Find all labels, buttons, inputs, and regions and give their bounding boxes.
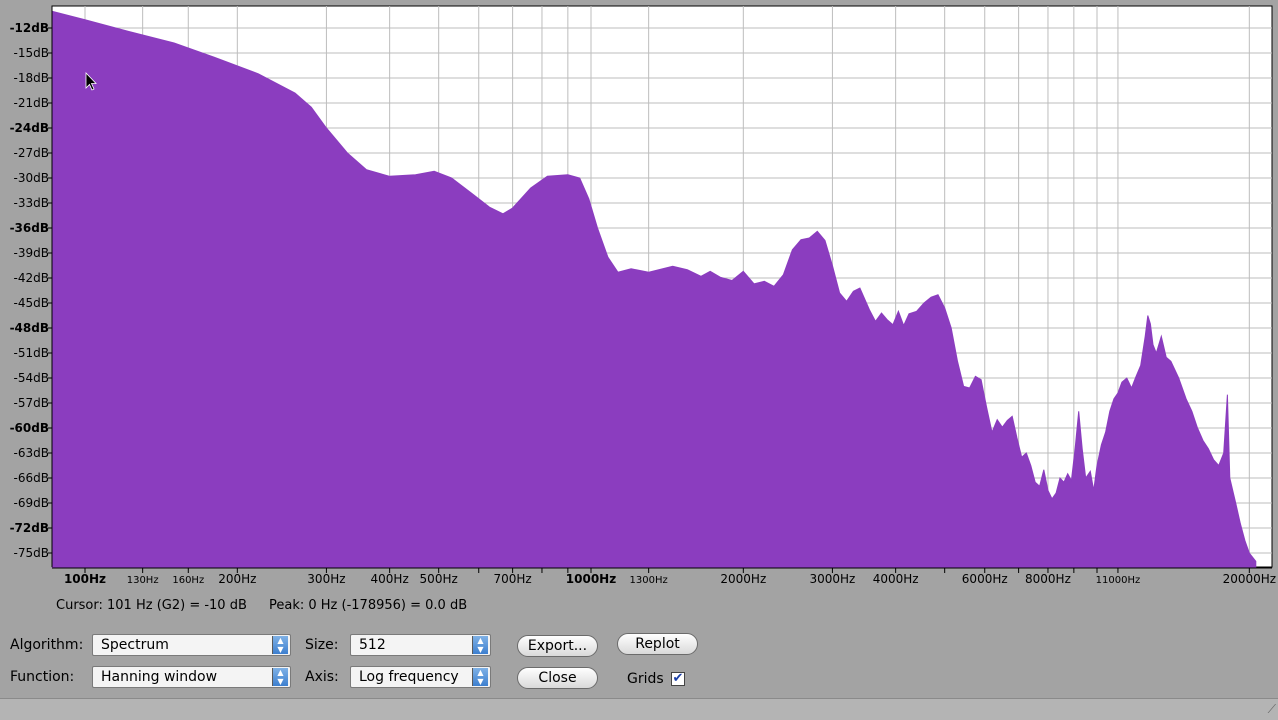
function-select[interactable]: Hanning window ▲ ▼ [92, 666, 291, 688]
x-tick-label: 1300Hz [630, 575, 668, 586]
y-tick-label: -66dB [14, 471, 49, 485]
spin-arrows-icon[interactable]: ▲ ▼ [272, 668, 288, 686]
y-tick-label: -60dB [10, 421, 49, 435]
y-tick-label: -33dB [14, 196, 49, 210]
y-tick-label: -36dB [10, 221, 49, 235]
axis-select[interactable]: Log frequency ▲ ▼ [350, 666, 491, 688]
algorithm-value: Spectrum [101, 637, 169, 653]
x-tick-label: 4000Hz [873, 572, 919, 586]
grids-checkbox[interactable]: ✔ [671, 672, 685, 686]
axis-label: Axis: [305, 669, 339, 685]
y-tick-label: -57dB [14, 396, 49, 410]
peak-readout: Peak: 0 Hz (-178956) = 0.0 dB [269, 598, 468, 613]
y-tick-label: -54dB [14, 371, 49, 385]
status-bar: ⟋ [0, 698, 1278, 720]
y-tick-label: -72dB [10, 521, 49, 535]
y-tick-label: -48dB [10, 321, 49, 335]
y-tick-label: -69dB [14, 496, 49, 510]
spectrum-plot[interactable]: -12dB -15dB -18dB -21dB -24dB -27dB -30dB -33dB… [0, 0, 1278, 590]
x-tick-label: 8000Hz [1025, 572, 1071, 586]
x-tick-label: 700Hz [494, 572, 532, 586]
x-tick-label: 130Hz [127, 575, 159, 586]
function-value: Hanning window [101, 669, 218, 685]
spin-arrows-icon[interactable]: ▲ ▼ [472, 636, 488, 654]
y-tick-label: -18dB [14, 71, 49, 85]
x-tick-label: 2000Hz [720, 572, 766, 586]
y-tick-label: -75dB [14, 546, 49, 560]
y-tick-label: -21dB [14, 96, 49, 110]
y-tick-label: -15dB [14, 46, 49, 60]
x-tick-label: 500Hz [420, 572, 458, 586]
x-tick-label: 300Hz [307, 572, 345, 586]
y-tick-label: -39dB [14, 246, 49, 260]
x-tick-label: 3000Hz [809, 572, 855, 586]
x-tick-label: 20000Hz [1223, 572, 1277, 586]
cursor-readout: Cursor: 101 Hz (G2) = -10 dB [56, 598, 247, 613]
export-button[interactable]: Export... [517, 635, 598, 657]
close-button[interactable]: Close [517, 667, 598, 689]
y-tick-label: -51dB [14, 346, 49, 360]
y-tick-label: -42dB [14, 271, 49, 285]
y-tick-label: -30dB [14, 171, 49, 185]
spectrum-chart-svg[interactable]: -12dB -15dB -18dB -21dB -24dB -27dB -30dB -33dB… [0, 0, 1278, 590]
x-tick-label: 11000Hz [1096, 575, 1141, 586]
y-tick-label: -24dB [10, 121, 49, 135]
mouse-pointer-icon [85, 72, 97, 91]
y-tick-label: -45dB [14, 296, 49, 310]
x-tick-label: 100Hz [64, 572, 106, 586]
size-value: 512 [359, 637, 386, 653]
size-label: Size: [305, 637, 339, 653]
spin-arrows-icon[interactable]: ▲ ▼ [272, 636, 288, 654]
x-tick-label: 1000Hz [566, 572, 616, 586]
resize-grip-icon[interactable]: ⟋ [1267, 702, 1276, 716]
algorithm-select[interactable]: Spectrum ▲ ▼ [92, 634, 291, 656]
algorithm-label: Algorithm: [10, 637, 84, 653]
size-select[interactable]: 512 ▲ ▼ [350, 634, 491, 656]
x-tick-label: 200Hz [218, 572, 256, 586]
spin-arrows-icon[interactable]: ▲ ▼ [472, 668, 488, 686]
x-tick-label: 160Hz [172, 575, 204, 586]
checkmark-icon: ✔ [672, 671, 684, 686]
replot-button[interactable]: Replot [617, 633, 698, 655]
spectrum-area [51, 10, 1257, 568]
x-tick-label: 6000Hz [962, 572, 1008, 586]
y-tick-label: -63dB [14, 446, 49, 460]
axis-value: Log frequency [359, 669, 459, 685]
grids-label: Grids [627, 671, 664, 687]
y-tick-label: -27dB [14, 146, 49, 160]
y-tick-label: -12dB [10, 21, 49, 35]
x-tick-label: 400Hz [371, 572, 409, 586]
function-label: Function: [10, 669, 75, 685]
